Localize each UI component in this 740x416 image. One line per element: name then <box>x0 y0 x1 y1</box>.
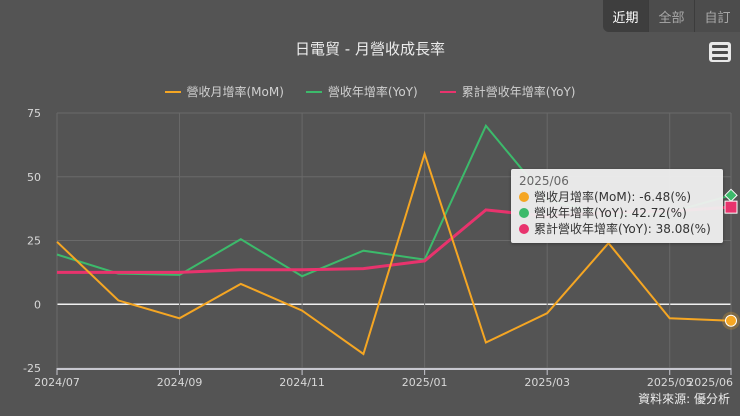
tooltip-value: 累計營收年增率(YoY): 38.08(%) <box>534 222 711 236</box>
y-tick-label: 25 <box>27 235 41 248</box>
x-axis: 2024/07 2024/09 2024/11 2025/01 2025/03 2025/… <box>34 368 733 389</box>
x-tick-label: 2025/01 <box>402 376 448 389</box>
range-button-custom[interactable]: 自訂 <box>694 0 740 32</box>
y-tick-label: 0 <box>34 298 41 311</box>
x-tick-label: 2025/06 <box>687 376 733 389</box>
menu-bar <box>712 56 728 60</box>
legend-item-mom[interactable]: 營收月增率(MoM) <box>164 83 284 100</box>
range-button-all[interactable]: 全部 <box>648 0 694 32</box>
tooltip-row-yoy: 營收年增率(YoY): 42.72(%) <box>519 205 715 221</box>
range-selector: 近期 全部 自訂 <box>603 0 740 32</box>
tooltip-value: 營收月增率(MoM): -6.48(%) <box>534 190 692 204</box>
y-tick-label: 75 <box>27 107 41 120</box>
x-tick-label: 2024/09 <box>157 376 203 389</box>
x-tick-label: 2024/07 <box>34 376 80 389</box>
range-button-recent[interactable]: 近期 <box>603 0 648 32</box>
chart-tooltip: 2025/06 營收月增率(MoM): -6.48(%) 營收年增率(YoY):… <box>511 169 723 243</box>
legend-line-icon <box>439 90 456 93</box>
tooltip-row-mom: 營收月增率(MoM): -6.48(%) <box>519 189 715 205</box>
tooltip-row-cumulative: 累計營收年增率(YoY): 38.08(%) <box>519 221 715 237</box>
hamburger-menu-icon[interactable] <box>709 42 731 62</box>
x-tick-label: 2025/05 <box>647 376 693 389</box>
chart-legend: 營收月增率(MoM) 營收年增率(YoY) 累計營收年增率(YoY) <box>0 83 740 100</box>
hover-markers <box>722 188 740 330</box>
green-dot-icon <box>519 208 529 218</box>
legend-line-icon <box>164 90 181 93</box>
data-source-label: 資料來源: 優分析 <box>638 392 730 406</box>
y-tick-label: 50 <box>27 171 41 184</box>
cumulative-point-marker[interactable] <box>724 200 738 214</box>
y-axis: 75 50 25 0 -25 <box>23 107 41 375</box>
legend-line-icon <box>305 90 322 93</box>
legend-label: 營收月增率(MoM) <box>186 85 284 99</box>
pink-dot-icon <box>519 224 529 234</box>
tooltip-date: 2025/06 <box>519 174 569 188</box>
x-tick-label: 2025/03 <box>524 376 570 389</box>
menu-bar <box>712 50 728 54</box>
chart-title: 日電貿 - 月營收成長率 <box>295 40 445 58</box>
x-tick-label: 2024/11 <box>279 376 325 389</box>
menu-bar <box>712 44 728 48</box>
mom-point-marker[interactable] <box>725 314 737 327</box>
legend-label: 營收年增率(YoY) <box>327 85 418 99</box>
legend-label: 累計營收年增率(YoY) <box>461 85 576 99</box>
y-tick-label: -25 <box>23 362 41 375</box>
yoy-point-marker[interactable] <box>724 188 738 203</box>
legend-item-cumulative-yoy[interactable]: 累計營收年增率(YoY) <box>439 83 576 100</box>
legend-item-yoy[interactable]: 營收年增率(YoY) <box>305 83 418 100</box>
orange-dot-icon <box>519 192 529 202</box>
tooltip-value: 營收年增率(YoY): 42.72(%) <box>534 206 687 220</box>
series-line[interactable] <box>56 150 732 356</box>
